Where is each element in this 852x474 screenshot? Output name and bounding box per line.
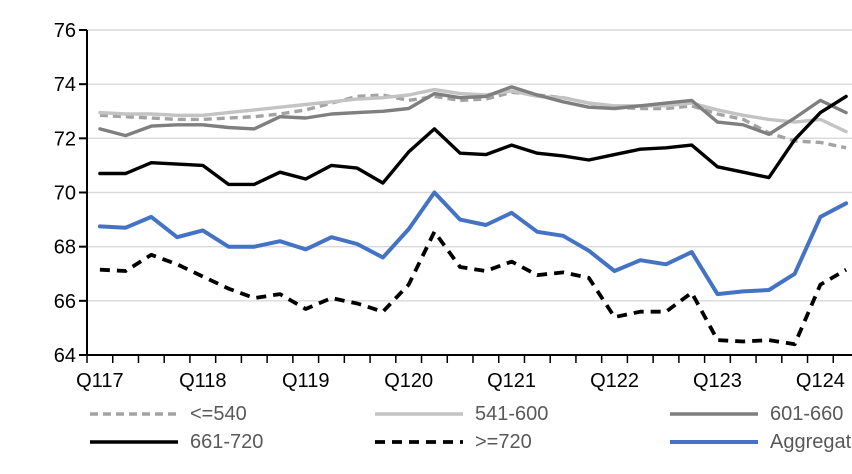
legend-label-541-600: 541-600 (475, 403, 549, 425)
legend-swatch-601-660 (670, 412, 758, 416)
y-tick-label: 76 (54, 20, 76, 42)
legend-swatch-aggregate (670, 440, 758, 444)
series-line-601-660 (98, 85, 848, 138)
legend-item-541-600: 541-600 (373, 401, 548, 427)
x-tick-label: Q118 (179, 370, 226, 392)
axes (79, 29, 852, 363)
x-tick-label: Q119 (282, 370, 329, 392)
legend-label-aggregate: Aggregate (770, 431, 852, 453)
y-tick-label: 74 (54, 74, 76, 96)
legend-swatch-ge-720 (375, 440, 463, 444)
legend-swatch-661-720 (90, 440, 178, 444)
legend-swatch-le-540 (90, 412, 178, 416)
x-tick-label: Q124 (796, 370, 845, 392)
legend-label-le-540: <=540 (190, 403, 247, 425)
legend-swatch-541-600 (375, 412, 463, 416)
x-tick-label: Q117 (76, 370, 123, 392)
series-line-541-600 (98, 87, 848, 134)
legend-label-661-720: 661-720 (190, 431, 264, 453)
series-line-aggregate (97, 190, 849, 297)
legend-label-601-660: 601-660 (770, 403, 844, 425)
y-tick-label: 72 (54, 128, 76, 150)
y-tick-label: 66 (54, 291, 76, 313)
y-tick-label: 68 (54, 237, 76, 259)
legend-item-601-660: 601-660 (668, 401, 843, 427)
x-tick-label: Q120 (384, 370, 433, 392)
y-tick-label: 70 (54, 183, 76, 205)
x-tick-label: Q123 (693, 370, 742, 392)
x-tick-label: Q122 (590, 370, 639, 392)
gridlines (87, 29, 852, 302)
x-tick-label: Q121 (487, 370, 536, 392)
series-lines (97, 85, 849, 347)
legend-item-661-720: 661-720 (88, 429, 263, 455)
legend-item-le-540: <=540 (88, 401, 247, 427)
series-line-661-720 (98, 94, 848, 187)
y-tick-label: 64 (54, 345, 76, 367)
series-line-le-540 (99, 90, 847, 150)
legend-label-ge-720: >=720 (475, 431, 532, 453)
credit-score-line-chart: 76 74 72 70 68 66 64 Q117 Q118 Q119 Q120 Q121 Q122 Q1… (40, 16, 852, 458)
legend-item-ge-720: >=720 (373, 429, 532, 455)
series-line-ge-720 (99, 229, 848, 347)
legend-item-aggregate: Aggregate (668, 429, 852, 455)
